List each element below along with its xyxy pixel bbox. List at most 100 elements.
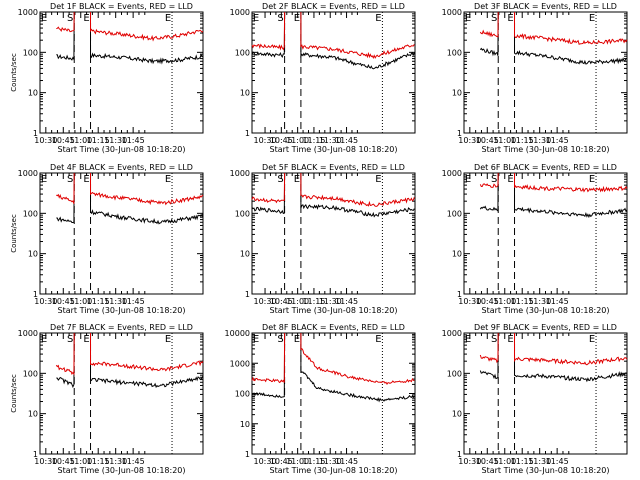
chart-title: Det 3F BLACK = Events, RED = LLD — [474, 2, 617, 11]
y-tick-label: 100 — [23, 369, 38, 378]
x-tick-label: 11:30 — [319, 136, 342, 145]
time-marker-label: E — [589, 13, 595, 24]
x-tick-label: 11:15 — [302, 457, 325, 466]
x-tick-label: 11:00 — [69, 457, 92, 466]
y-tick-label: 10 — [452, 250, 462, 259]
y-tick-label: 1 — [33, 450, 38, 459]
x-tick-label: 11:00 — [493, 136, 516, 145]
time-marker-label: S — [277, 13, 283, 24]
time-marker-label: E — [375, 334, 381, 345]
lld-series-line — [300, 333, 415, 386]
y-tick-label: 10 — [452, 410, 462, 419]
chart-title: Det 1F BLACK = Events, RED = LLD — [50, 2, 193, 11]
lld-series-line — [56, 172, 75, 204]
time-marker-label: E — [465, 174, 471, 185]
events-series-line — [56, 172, 75, 223]
chart-panel-8: Det 8F BLACK = Events, RED = LLD 1 10 100 10… — [225, 323, 416, 475]
chart-panel-9: Det 9F BLACK = Events, RED = LLD 1 10 100 10… — [442, 323, 628, 475]
y-tick-label: 1 — [457, 450, 462, 459]
lld-series-line — [90, 12, 204, 42]
x-axis-label: Start Time (30-Jun-08 10:18:20) — [58, 145, 186, 154]
y-tick-label: 100 — [235, 48, 250, 57]
y-tick-label: 1000 — [442, 169, 462, 178]
lld-series-line — [479, 11, 499, 38]
time-marker-label: E — [41, 13, 47, 24]
time-marker-label: E — [83, 174, 89, 185]
events-series-line — [479, 11, 499, 57]
y-tick-label: 10000 — [225, 329, 250, 338]
x-tick-label: 11:00 — [493, 457, 516, 466]
y-tick-label: 1000 — [230, 169, 250, 178]
time-marker-label: E — [83, 334, 89, 345]
time-marker-label: E — [253, 174, 259, 185]
y-tick-label: 100 — [447, 48, 462, 57]
y-tick-label: 1 — [457, 129, 462, 138]
events-series-line — [251, 172, 286, 214]
x-tick-label: 11:45 — [122, 297, 145, 306]
time-marker-label: E — [465, 334, 471, 345]
x-tick-label: 11:45 — [122, 136, 145, 145]
events-series-line — [56, 332, 75, 389]
x-tick-label: 11:45 — [546, 297, 569, 306]
y-tick-label: 1 — [457, 290, 462, 299]
x-tick-label: 10:45 — [270, 136, 293, 145]
chart-title: Det 2F BLACK = Events, RED = LLD — [262, 2, 405, 11]
events-series-line — [514, 12, 628, 65]
y-tick-label: 1 — [245, 290, 250, 299]
y-tick-label: 1000 — [18, 8, 38, 17]
y-tick-label: 1 — [245, 129, 250, 138]
chart-title: Det 7F BLACK = Events, RED = LLD — [50, 323, 193, 332]
x-tick-label: 10:30 — [34, 457, 57, 466]
x-tick-label: 10:45 — [52, 297, 75, 306]
lld-series-line — [514, 333, 628, 366]
x-axis-label: Start Time (30-Jun-08 10:18:20) — [58, 306, 186, 315]
events-series-line — [300, 333, 415, 403]
x-tick-label: 11:00 — [286, 297, 309, 306]
x-tick-label: 11:45 — [122, 457, 145, 466]
y-tick-label: 1 — [245, 450, 250, 459]
plot-frame — [39, 332, 204, 455]
y-tick-label: 1000 — [18, 329, 38, 338]
x-tick-label: 10:30 — [254, 297, 277, 306]
x-tick-label: 10:45 — [270, 457, 293, 466]
x-tick-label: 11:15 — [511, 297, 534, 306]
x-tick-label: 10:45 — [476, 297, 499, 306]
time-marker-label: E — [294, 13, 300, 24]
x-tick-label: 10:30 — [458, 297, 481, 306]
time-marker-label: S — [491, 13, 497, 24]
events-series-line — [300, 12, 415, 70]
chart-title: Det 8F BLACK = Events, RED = LLD — [262, 323, 405, 332]
x-axis-label: Start Time (30-Jun-08 10:18:20) — [270, 306, 398, 315]
events-series-line — [90, 333, 204, 389]
y-tick-label: 1000 — [442, 329, 462, 338]
lld-series-line — [90, 333, 204, 372]
x-axis-label: Start Time (30-Jun-08 10:18:20) — [270, 145, 398, 154]
chart-panel-3: Det 3F BLACK = Events, RED = LLD 1 10 100 10… — [442, 2, 628, 154]
x-tick-label: 10:30 — [254, 136, 277, 145]
x-axis-label: Start Time (30-Jun-08 10:18:20) — [482, 466, 610, 475]
x-tick-label: 11:15 — [302, 297, 325, 306]
time-marker-label: S — [67, 334, 73, 345]
y-tick-label: 1 — [33, 290, 38, 299]
chart-title: Det 9F BLACK = Events, RED = LLD — [474, 323, 617, 332]
y-tick-label: 100 — [447, 209, 462, 218]
time-marker-label: E — [165, 334, 171, 345]
y-tick-label: 1000 — [442, 8, 462, 17]
x-tick-label: 11:45 — [335, 297, 358, 306]
plot-frame — [251, 11, 416, 134]
lld-series-line — [55, 332, 75, 376]
x-tick-label: 11:00 — [286, 136, 309, 145]
y-tick-label: 1 — [33, 129, 38, 138]
x-tick-label: 11:15 — [511, 136, 534, 145]
events-series-line — [90, 12, 204, 65]
y-tick-label: 1000 — [230, 359, 250, 368]
lld-series-line — [300, 173, 415, 207]
x-tick-label: 11:15 — [302, 136, 325, 145]
y-axis-label: Counts/sec — [10, 53, 18, 92]
x-tick-label: 11:30 — [319, 457, 342, 466]
lld-series-line — [90, 173, 204, 206]
time-marker-label: E — [507, 13, 513, 24]
x-axis-label: Start Time (30-Jun-08 10:18:20) — [270, 466, 398, 475]
events-series-line — [514, 333, 628, 383]
